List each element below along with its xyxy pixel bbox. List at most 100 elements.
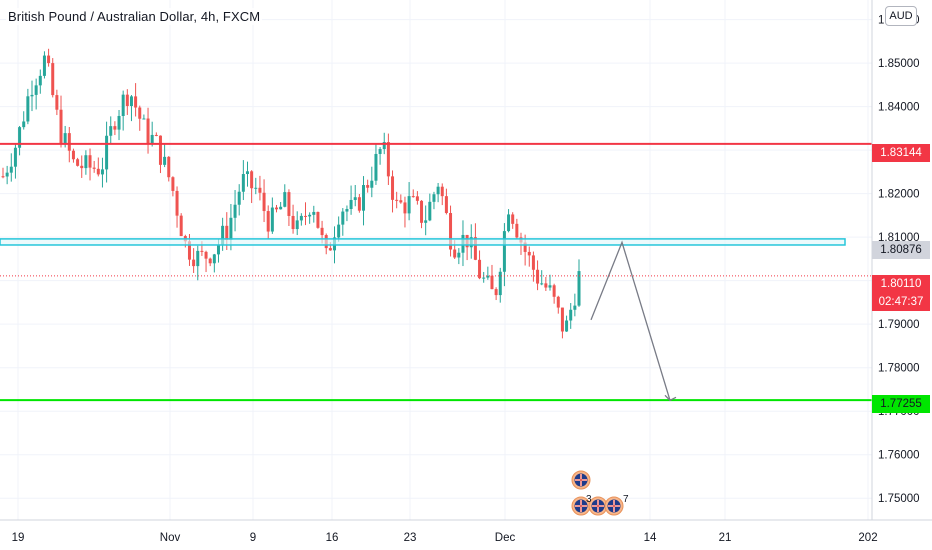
candle-body [556,296,560,308]
event-count-b: 7 [623,494,629,505]
candle-body [274,207,278,210]
candle-body [270,207,274,232]
candle-body [403,202,407,214]
gbp-event-flag[interactable] [604,496,624,516]
candle-body [569,309,573,321]
aud-event-flag[interactable] [571,496,591,516]
time-axis-label: 21 [719,532,732,544]
candle-body [100,169,104,175]
candle-body [237,191,241,205]
candle-body [482,277,486,279]
candle-body [42,55,46,76]
candle-body [540,283,544,285]
candle-body [13,147,17,167]
candle-body [142,118,146,120]
candle-body [117,115,121,130]
candle-body [353,197,357,200]
aud-event-flag[interactable] [588,496,608,516]
candle-body [407,196,411,214]
time-axis-label: 14 [644,532,657,544]
candle-body [515,223,519,238]
candle-body [399,200,403,203]
candle-body [150,134,154,144]
candle-body [378,149,382,154]
candle-body [320,227,324,236]
candle-body [362,185,366,211]
time-axis-label: Nov [160,532,181,544]
candle-body [158,135,162,165]
candle-body [527,251,531,256]
candle-body [382,142,386,150]
candle-body [573,305,577,310]
candle-body [370,180,374,188]
price-axis-label: 1.84000 [878,102,920,114]
candle-body [565,320,569,332]
grid-lines [0,0,872,520]
candle-body [536,269,540,284]
candle-body [245,171,249,175]
candle-body [67,133,71,151]
candle-body [473,237,477,260]
candle-body [304,215,308,217]
price-axis-label: 1.85000 [878,58,920,70]
candle-body [5,172,9,177]
candle-body [552,285,556,297]
projection-arrow [590,240,677,402]
candle-body [341,211,345,225]
candle-body [47,55,51,64]
time-axis-label: 16 [326,532,339,544]
candle-body [200,250,204,252]
candle-body [560,307,564,332]
price-axis-label: 1.76000 [878,450,920,462]
candle-body [121,94,125,116]
candle-body [490,275,494,290]
candle-body [163,156,167,165]
candle-body [345,208,349,212]
candle-body [221,225,225,245]
currency-badge[interactable]: AUD [885,6,917,26]
candle-body [216,244,220,255]
axes [0,0,932,521]
candle-body [55,95,59,110]
candlestick-series [1,48,581,339]
candle-body [428,201,432,221]
candle-body [146,118,150,144]
candle-body [283,192,287,207]
support-zone [0,238,846,246]
candle-body [577,271,581,306]
candle-body [316,211,320,228]
candle-body [415,196,419,201]
candle-body [18,127,22,148]
candle-body [295,220,299,230]
candle-body [204,251,208,259]
current-price-tag: 1.80110 [872,275,930,293]
target-price-tag: 1.77255 [872,395,930,413]
candle-body [287,192,291,216]
candle-body [312,211,316,215]
candle-body [179,215,183,237]
candle-body [337,224,341,238]
candle-body [167,156,171,178]
candle-body [291,215,295,230]
candle-body [175,190,179,216]
candle-body [129,96,133,107]
candle-body [308,214,312,217]
price-axis-label: 1.78000 [878,363,920,375]
candle-body [523,242,527,252]
candle-body [208,258,212,264]
projection-path [590,240,671,401]
candle-body [386,142,390,177]
gbp-event-flag[interactable] [571,470,591,490]
candle-body [30,94,34,97]
candle-body [531,255,535,270]
candle-body [424,220,428,223]
candle-body [366,185,370,188]
candle-body [328,248,332,251]
time-axis-labels: 19 Nov 9 16 23 Dec 14 21 202 [12,532,878,544]
candle-body [233,204,237,218]
candle-body [548,285,552,288]
candle-body [432,194,436,202]
